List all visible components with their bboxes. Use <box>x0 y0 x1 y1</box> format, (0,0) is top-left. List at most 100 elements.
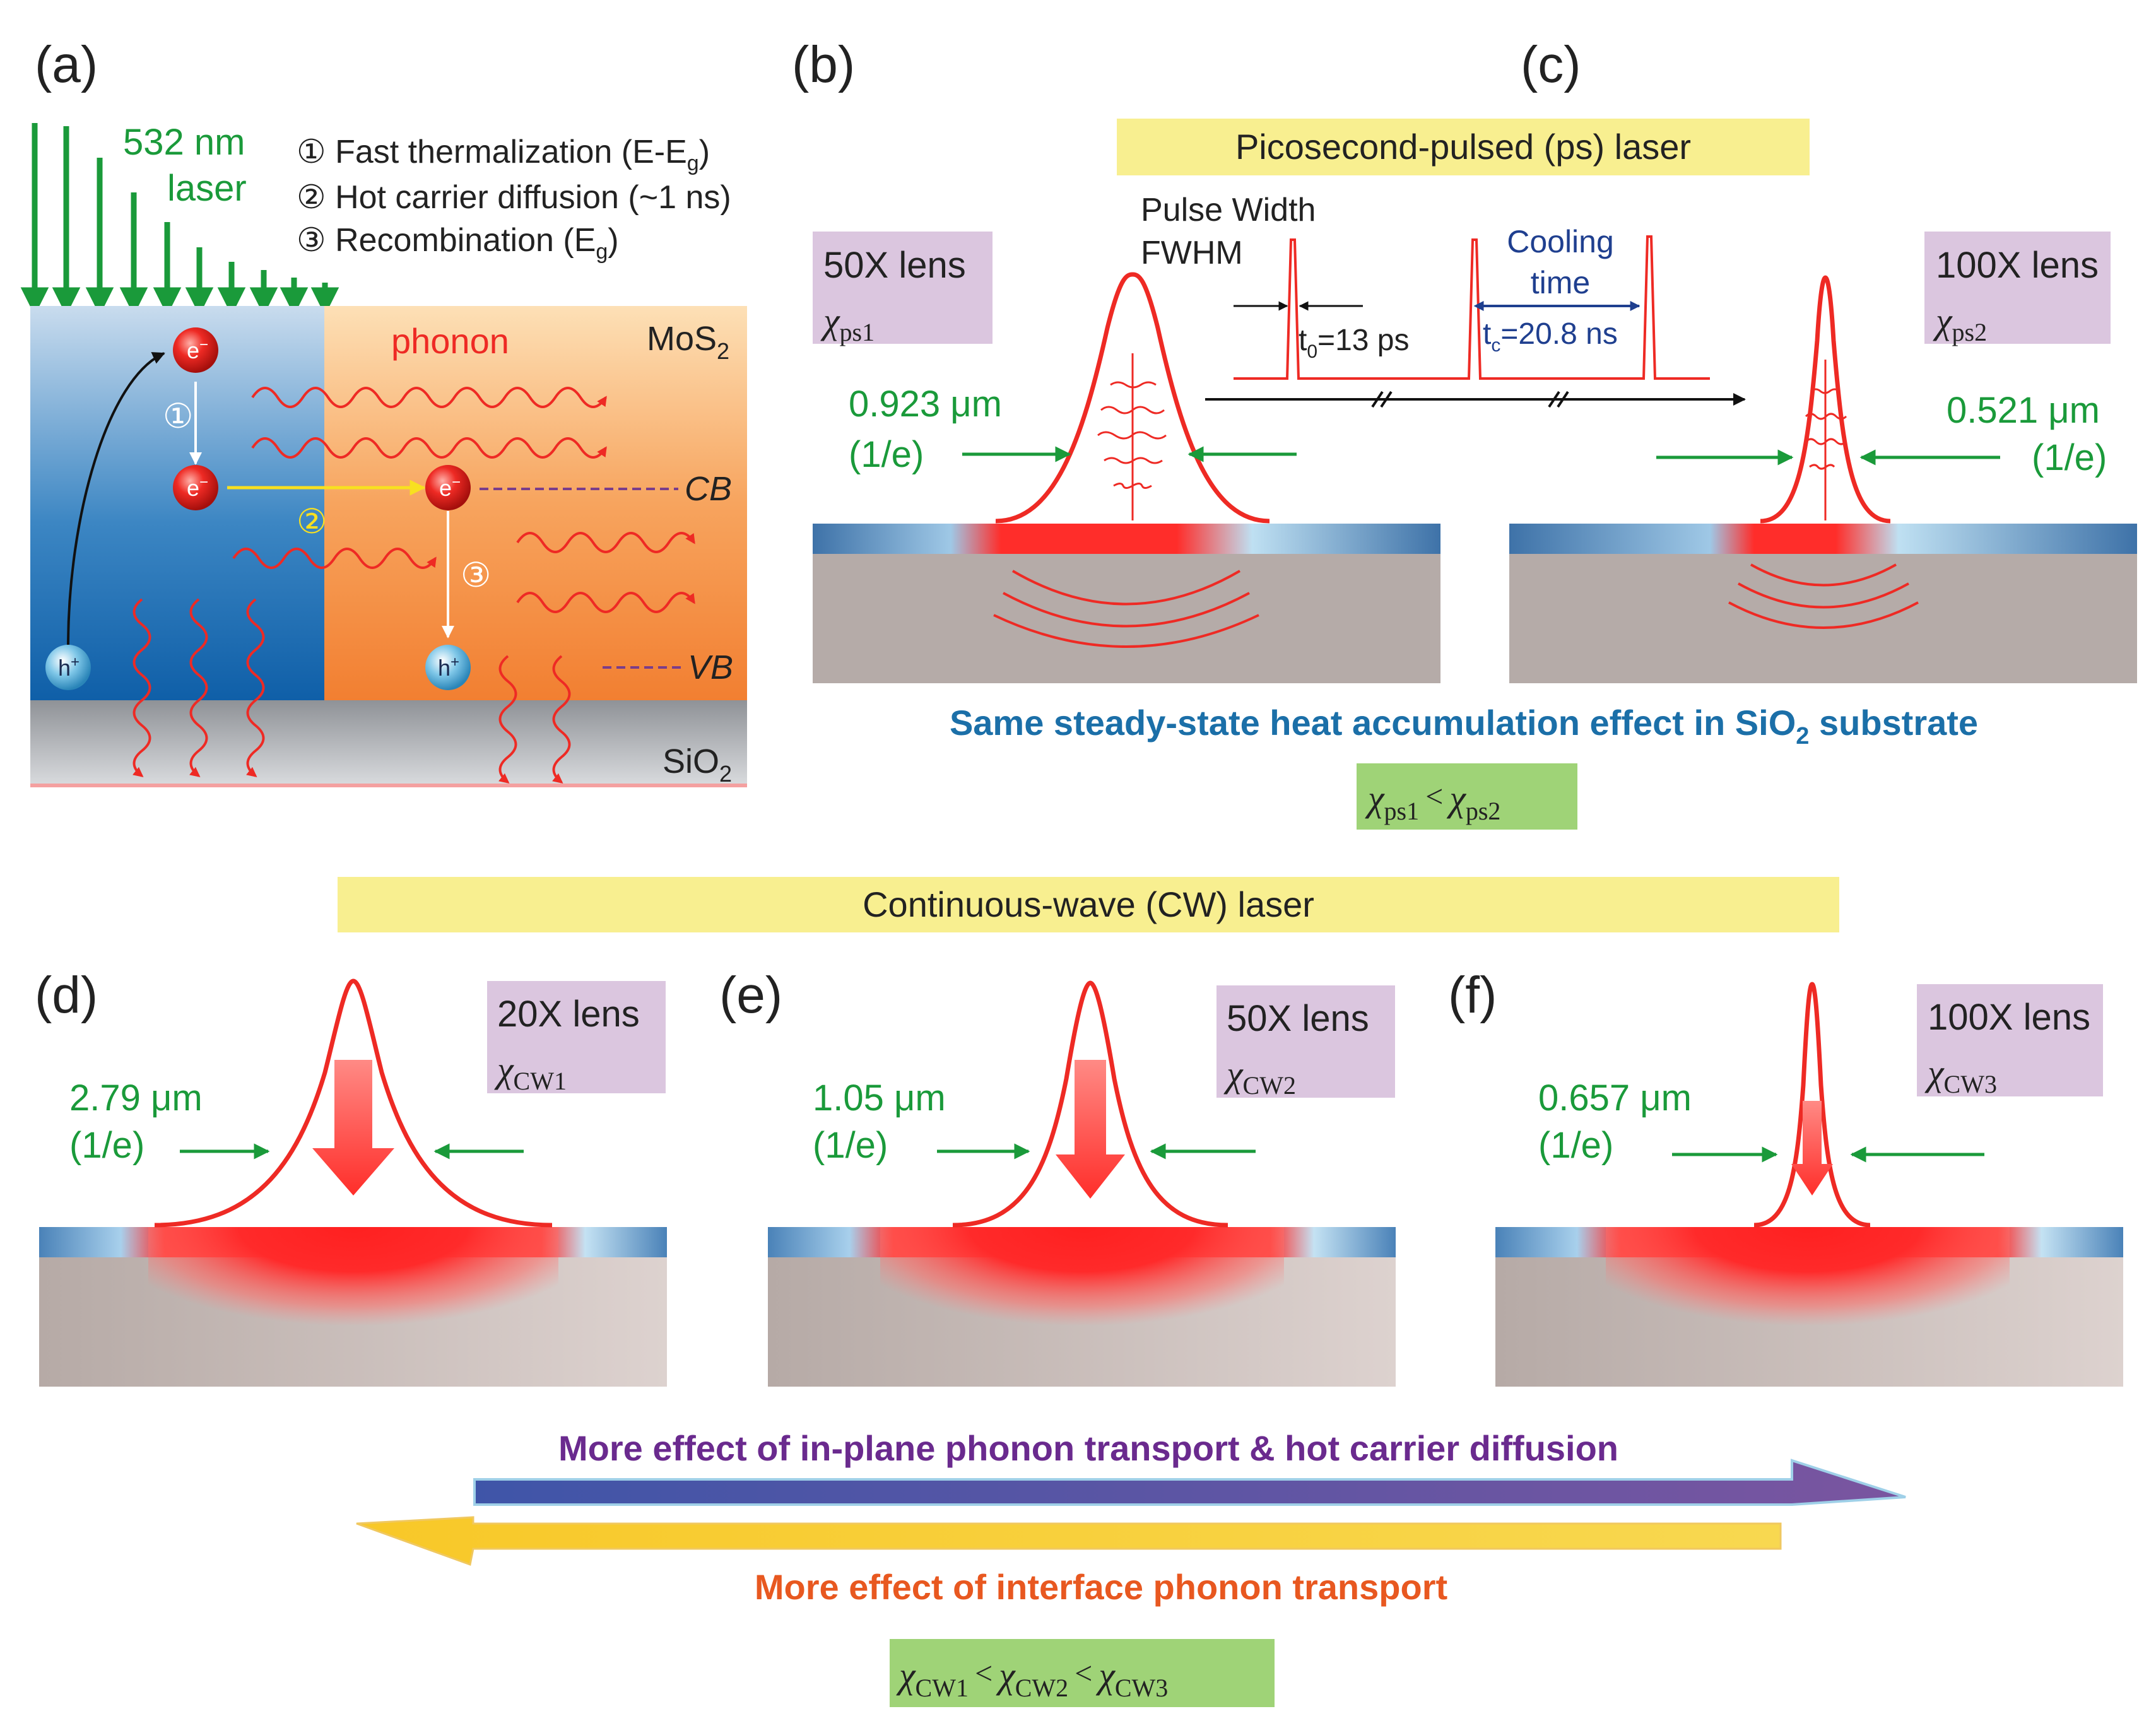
beam-profile-d <box>154 978 553 1228</box>
lens-b-label: 50X lens <box>823 245 966 286</box>
beam-profile-b <box>995 272 1270 524</box>
cw-relation-box <box>890 1639 1275 1707</box>
interface-arrow <box>356 1516 1782 1566</box>
substrate-c <box>1509 554 2137 683</box>
spot-unit-e: (1/e) <box>813 1125 888 1166</box>
spot-size-e: 1.05 μm <box>813 1078 946 1119</box>
t0-label: t0=13 ps <box>1299 324 1409 362</box>
panel-c-tag: (c) <box>1521 36 1581 93</box>
trend-arrows: More effect of in-plane phonon transport… <box>356 1428 1906 1707</box>
spot-size-d: 2.79 μm <box>69 1078 203 1119</box>
chi-cw2: χCW2 <box>1223 1054 1296 1100</box>
step-2: ② Hot carrier diffusion (~1 ns) <box>297 179 731 216</box>
mos2-layer-c <box>1509 524 2137 554</box>
phonon-waves <box>133 387 695 784</box>
ps-relation: χps1 < χps2 <box>1365 778 1500 825</box>
panel-f-tag: (f) <box>1448 966 1497 1024</box>
chi-ps1: χps1 <box>820 300 875 346</box>
panel-e-tag: (e) <box>719 966 782 1024</box>
spot-unit-d: (1/e) <box>69 1125 144 1166</box>
ps-relation-box <box>1357 763 1577 830</box>
inplane-caption: More effect of in-plane phonon transport… <box>558 1428 1618 1468</box>
mos2-label: MoS2 <box>647 320 729 364</box>
panel-d-tag: (d) <box>35 966 98 1024</box>
cw-banner <box>338 877 1839 932</box>
fwhm-label: FWHM <box>1141 235 1243 271</box>
process-steps: ① Fast thermalization (E-Eg) ② Hot carri… <box>297 134 731 264</box>
step-marker-1: ① <box>163 397 193 435</box>
heat-zone-f <box>1606 1227 2010 1387</box>
panels-b-c: (b) (c) Picosecond-pulsed (ps) laser 50X… <box>792 36 2137 830</box>
lens-box-f <box>1917 984 2103 1096</box>
step-3: ③ Recombination (Eg) <box>297 222 619 264</box>
ps-banner <box>1117 119 1810 175</box>
lens-e-label: 50X lens <box>1227 998 1369 1039</box>
pulse-oscillation-c <box>1805 360 1847 520</box>
phonon-label: phonon <box>391 321 509 361</box>
pulse-oscillation-b <box>1097 353 1167 520</box>
cw-relation: χCW1 < χCW2 < χCW3 <box>896 1655 1168 1702</box>
lens-box-d <box>487 981 666 1093</box>
substrate-b <box>813 554 1440 683</box>
pulse-train <box>1234 235 1710 380</box>
panel-a: (a) 532 nm laser ① Fast thermalization (… <box>20 36 747 787</box>
cooling-label-2: time <box>1531 265 1590 300</box>
lens-box-c <box>1924 232 2111 344</box>
vb-label: VB <box>688 649 733 686</box>
spot-size-b: 0.923 μm <box>849 384 1002 425</box>
electron-2: e− <box>173 465 218 510</box>
mos2-left-region <box>30 306 324 700</box>
interface-caption: More effect of interface phonon transpor… <box>755 1567 1447 1607</box>
electron-1: e− <box>173 327 218 373</box>
panel-d: (d) 20X lens χCW1 2.79 μm (1/e) <box>35 966 667 1387</box>
mos2-layer-b <box>813 524 1440 554</box>
excitation-arrow <box>67 352 165 647</box>
panel-b-tag: (b) <box>792 36 855 93</box>
heat-zone-d <box>148 1227 558 1387</box>
svg-text:h+: h+ <box>438 654 459 681</box>
ps-banner-text: Picosecond-pulsed (ps) laser <box>1235 127 1691 167</box>
lens-box-b <box>813 232 993 344</box>
cooling-label-1: Cooling <box>1507 224 1614 259</box>
chi-cw1: χCW1 <box>494 1049 567 1095</box>
steady-state-caption: Same steady-state heat accumulation effe… <box>950 703 1978 749</box>
laser-word: laser <box>167 168 247 209</box>
hole-2: h+ <box>425 645 471 690</box>
heat-flux-arrow-f <box>1791 1101 1833 1195</box>
spot-unit-f: (1/e) <box>1538 1125 1613 1166</box>
spot-unit-b: (1/e) <box>849 434 924 475</box>
cw-banner-text: Continuous-wave (CW) laser <box>863 884 1314 924</box>
heat-flux-arrow-e <box>1056 1060 1125 1199</box>
sio2-label: SiO2 <box>663 743 732 787</box>
laser-beam-arrows <box>20 123 339 316</box>
electron-3: e− <box>425 465 471 510</box>
chi-cw3: χCW3 <box>1924 1052 1997 1098</box>
svg-text:h+: h+ <box>58 654 80 681</box>
spot-size-f: 0.657 μm <box>1538 1078 1692 1119</box>
step-marker-2: ② <box>297 503 327 541</box>
laser-wavelength: 532 nm <box>123 122 245 163</box>
svg-text:e−: e− <box>439 474 461 501</box>
heat-zone-e <box>880 1227 1284 1387</box>
mos2-right-region <box>324 306 747 700</box>
heat-flux-arrow-d <box>312 1060 394 1195</box>
lens-f-label: 100X lens <box>1928 997 2090 1038</box>
lens-d-label: 20X lens <box>497 994 640 1035</box>
step-marker-3: ③ <box>461 556 491 594</box>
svg-text:e−: e− <box>187 336 208 363</box>
panel-f: (f) 100X lens χCW3 0.657 μm (1/e) <box>1448 966 2123 1387</box>
panel-e: (e) 50X lens χCW2 1.05 μm (1/e) <box>719 966 1396 1387</box>
pulse-width-label: Pulse Width <box>1141 192 1316 228</box>
heat-arcs-c <box>1728 563 1919 629</box>
spot-unit-c: (1/e) <box>2032 437 2107 478</box>
spot-size-c: 0.521 μm <box>1947 390 2100 431</box>
step-1: ① Fast thermalization (E-Eg) <box>297 134 710 175</box>
cb-label: CB <box>685 470 732 508</box>
hole-1: h+ <box>45 645 91 690</box>
tc-label: tc=20.8 ns <box>1483 317 1618 356</box>
heat-arcs-b <box>993 570 1259 648</box>
beam-profile-e <box>952 980 1228 1228</box>
panel-a-tag: (a) <box>35 36 98 93</box>
